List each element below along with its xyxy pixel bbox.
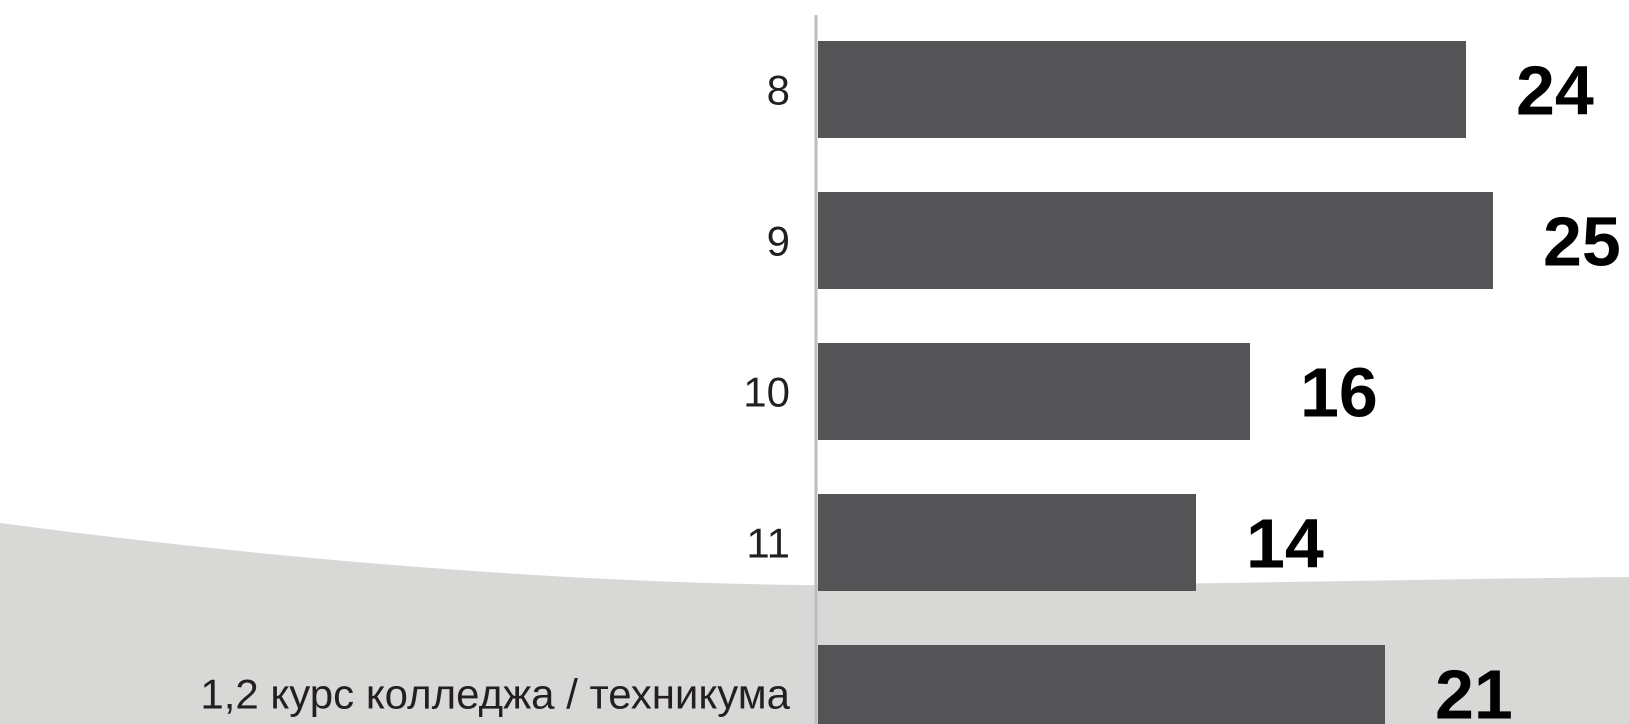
- bar-0: [818, 41, 1466, 138]
- category-label-0: 8: [767, 67, 790, 114]
- bar-2: [818, 343, 1250, 440]
- labels-layer: 8 24 9 25 10 16 11 14 1,2 курс колледжа / техник…: [200, 52, 1621, 724]
- bars-layer: [818, 41, 1493, 724]
- value-label-4: 21: [1435, 656, 1513, 724]
- category-label-3: 11: [746, 520, 790, 567]
- bar-3: [818, 494, 1196, 591]
- bar-1: [818, 192, 1493, 289]
- category-label-2: 10: [743, 369, 790, 416]
- bar-4: [818, 645, 1385, 724]
- value-label-2: 16: [1300, 354, 1378, 432]
- value-label-0: 24: [1516, 52, 1594, 130]
- category-label-1: 9: [767, 218, 790, 265]
- value-label-1: 25: [1543, 203, 1621, 281]
- value-label-3: 14: [1246, 505, 1324, 583]
- category-label-4: 1,2 курс колледжа / техникума: [200, 671, 790, 718]
